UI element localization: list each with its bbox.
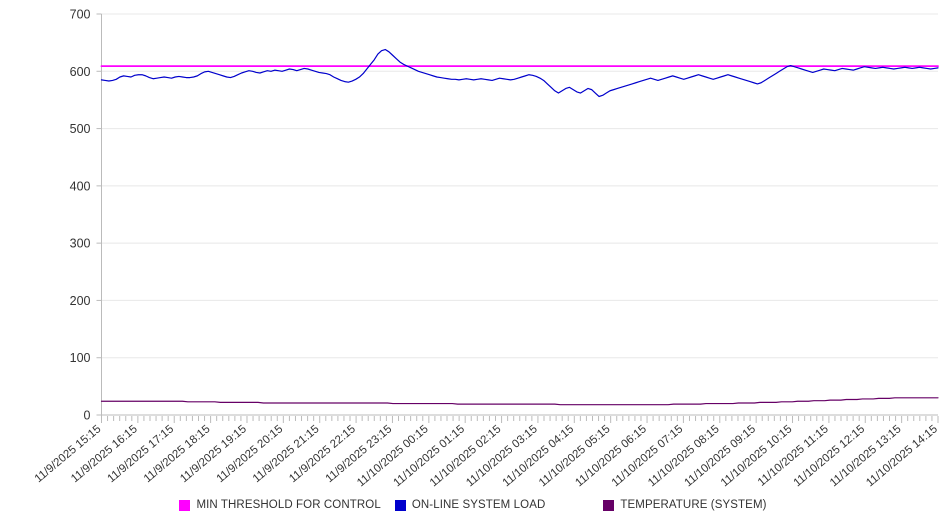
- y-tick-label: 200: [70, 294, 91, 308]
- legend-item-min-threshold-for-control[interactable]: MIN THRESHOLD FOR CONTROL: [179, 494, 381, 516]
- legend-swatch-temperature-system: [603, 499, 615, 511]
- legend-label-min-threshold-for-control: MIN THRESHOLD FOR CONTROL: [196, 499, 381, 511]
- series-line-on-line-system-load: [100, 48, 939, 98]
- y-tick-label: 700: [70, 8, 91, 22]
- y-tick-label: 300: [70, 237, 91, 251]
- y-tick-label: 400: [70, 179, 91, 193]
- legend-swatch-min-threshold-for-control: [179, 499, 191, 511]
- legend-label-temperature-system: TEMPERATURE (SYSTEM): [620, 499, 767, 511]
- x-axis-minor-ticks: [101, 416, 939, 423]
- y-tick-label: 600: [70, 65, 91, 79]
- grid-lines: [101, 13, 938, 416]
- chart-legend: MIN THRESHOLD FOR CONTROL ON-LINE SYSTEM…: [0, 494, 946, 516]
- y-axis-tick-labels: 0 100 200 300 400 500 600 700: [70, 8, 91, 423]
- y-tick-label: 100: [70, 351, 91, 365]
- legend-item-temperature-system[interactable]: TEMPERATURE (SYSTEM): [603, 494, 766, 516]
- series-lines: [100, 48, 939, 406]
- y-tick-label: 0: [84, 409, 91, 423]
- y-axis-ticks: [96, 13, 102, 416]
- legend-swatch-on-line-system-load: [394, 499, 406, 511]
- legend-item-on-line-system-load[interactable]: ON-LINE SYSTEM LOAD: [394, 494, 546, 516]
- series-line-temperature-system: [100, 397, 939, 406]
- legend-label-on-line-system-load: ON-LINE SYSTEM LOAD: [411, 499, 546, 511]
- y-tick-label: 500: [70, 122, 91, 136]
